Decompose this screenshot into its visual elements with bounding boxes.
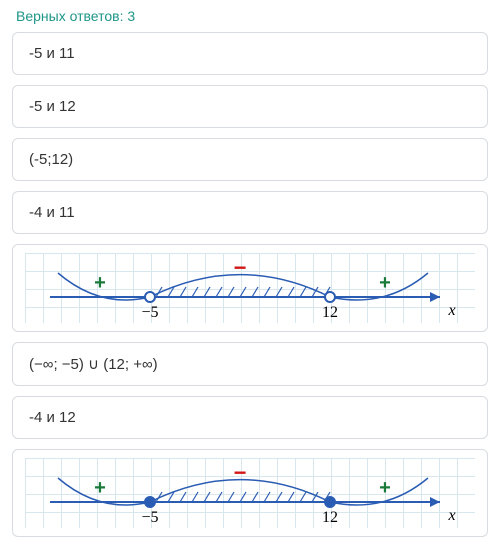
answer-option-2-label: -5 и 12 <box>29 98 76 115</box>
svg-text:12: 12 <box>322 304 338 321</box>
svg-text:−: − <box>234 460 247 485</box>
svg-text:−: − <box>234 255 247 280</box>
answer-option-4-label: -4 и 11 <box>29 204 75 221</box>
svg-text:−5: −5 <box>141 304 158 321</box>
number-line-open: + − + −5 12 x <box>25 253 475 323</box>
answer-option-diagram-closed[interactable]: + − + −5 12 x <box>12 449 488 537</box>
answer-option-5[interactable]: (−∞; −5) ∪ (12; +∞) <box>12 342 488 386</box>
answer-option-4[interactable]: -4 и 11 <box>12 191 488 234</box>
answer-option-1[interactable]: -5 и 11 <box>12 32 488 75</box>
answer-option-3-label: (-5;12) <box>29 151 73 168</box>
correct-count-header: Верных ответов: 3 <box>12 8 488 24</box>
answer-option-2[interactable]: -5 и 12 <box>12 85 488 128</box>
answer-option-3[interactable]: (-5;12) <box>12 138 488 181</box>
svg-text:x: x <box>447 302 455 319</box>
answer-option-6[interactable]: -4 и 12 <box>12 396 488 439</box>
answer-option-5-label: (−∞; −5) ∪ (12; +∞) <box>29 356 158 373</box>
svg-text:x: x <box>447 507 455 524</box>
answer-option-1-label: -5 и 11 <box>29 45 75 62</box>
number-line-closed: + − + −5 12 x <box>25 458 475 528</box>
answer-option-diagram-open[interactable]: + − + −5 12 x <box>12 244 488 332</box>
svg-text:−5: −5 <box>141 509 158 526</box>
svg-text:+: + <box>94 272 106 294</box>
answer-option-6-label: -4 и 12 <box>29 409 76 426</box>
svg-text:+: + <box>379 272 391 294</box>
svg-text:12: 12 <box>322 509 338 526</box>
svg-text:+: + <box>379 477 391 499</box>
svg-text:+: + <box>94 477 106 499</box>
